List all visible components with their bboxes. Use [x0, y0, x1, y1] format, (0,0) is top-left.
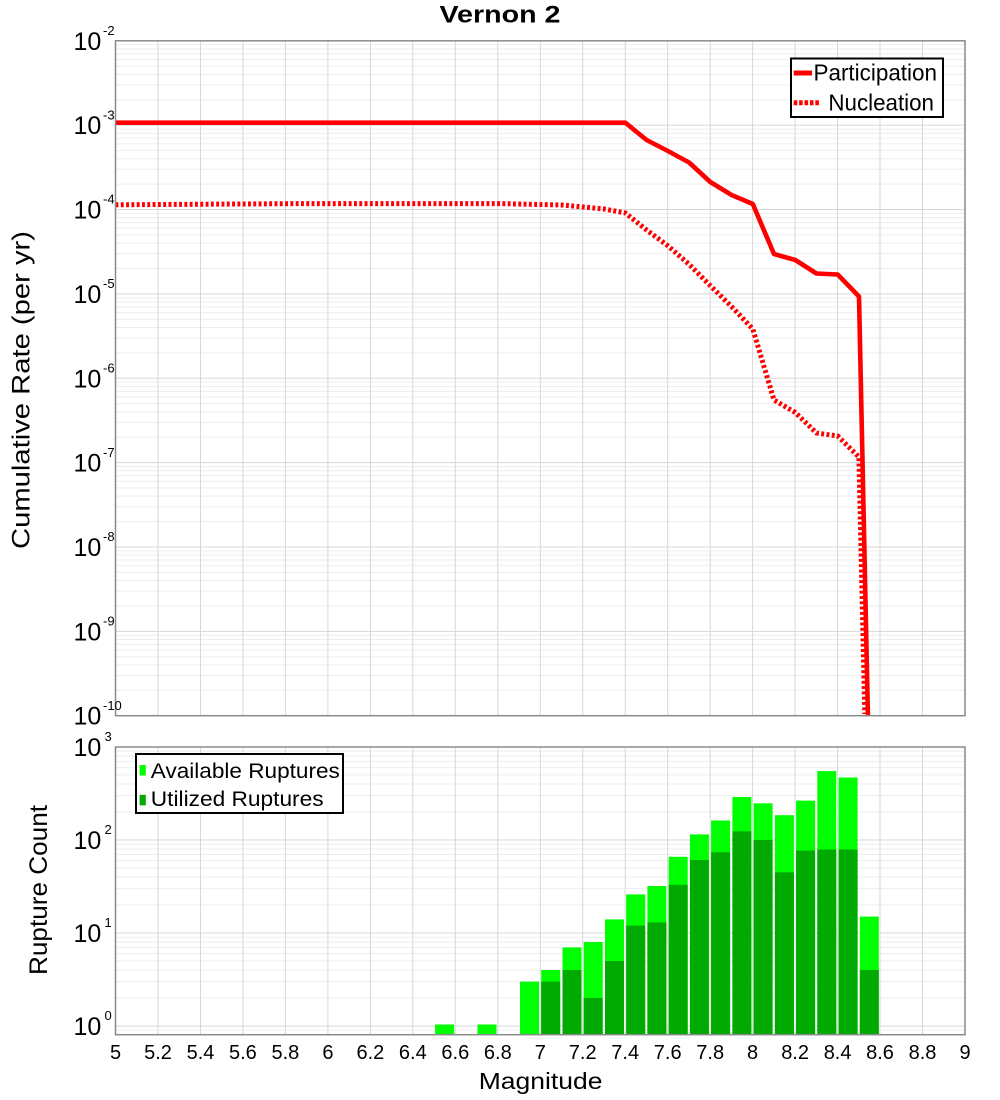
svg-text:10: 10: [74, 920, 102, 948]
svg-text:-4: -4: [103, 192, 115, 207]
svg-text:Participation: Participation: [814, 60, 938, 86]
svg-text:5.2: 5.2: [144, 1042, 172, 1064]
svg-text:6.4: 6.4: [399, 1042, 427, 1064]
svg-text:Cumulative Rate (per yr): Cumulative Rate (per yr): [8, 231, 36, 549]
svg-text:3: 3: [105, 729, 112, 744]
svg-text:-7: -7: [103, 445, 115, 460]
svg-text:Magnitude: Magnitude: [479, 1068, 603, 1094]
svg-text:10: 10: [74, 197, 102, 225]
svg-text:Nucleation: Nucleation: [828, 90, 934, 116]
svg-text:10: 10: [74, 827, 102, 855]
svg-text:8.4: 8.4: [824, 1042, 852, 1064]
svg-text:5: 5: [110, 1042, 121, 1064]
svg-text:2: 2: [105, 822, 112, 837]
svg-text:10: 10: [74, 28, 102, 56]
svg-text:10: 10: [74, 1013, 102, 1041]
svg-text:-10: -10: [103, 698, 122, 713]
svg-text:10: 10: [74, 281, 102, 309]
svg-text:-3: -3: [103, 107, 115, 122]
svg-text:Rupture Count: Rupture Count: [25, 805, 53, 975]
svg-text:7.4: 7.4: [611, 1042, 639, 1064]
svg-text:-5: -5: [103, 276, 115, 291]
svg-text:8.6: 8.6: [866, 1042, 894, 1064]
svg-text:7.2: 7.2: [569, 1042, 597, 1064]
svg-text:10: 10: [74, 450, 102, 478]
svg-text:7: 7: [535, 1042, 546, 1064]
svg-text:-2: -2: [103, 23, 115, 38]
svg-text:10: 10: [74, 618, 102, 646]
svg-text:8.2: 8.2: [781, 1042, 809, 1064]
svg-text:6.8: 6.8: [484, 1042, 512, 1064]
svg-text:8: 8: [747, 1042, 758, 1064]
svg-text:0: 0: [105, 1008, 112, 1023]
svg-text:5.6: 5.6: [229, 1042, 257, 1064]
svg-text:10: 10: [74, 112, 102, 140]
svg-text:6: 6: [322, 1042, 333, 1064]
svg-text:-9: -9: [103, 614, 115, 629]
svg-text:6.2: 6.2: [356, 1042, 384, 1064]
svg-text:Utilized Ruptures: Utilized Ruptures: [151, 787, 324, 811]
svg-text:5.4: 5.4: [187, 1042, 215, 1064]
svg-text:10: 10: [74, 703, 102, 731]
svg-text:-6: -6: [103, 361, 115, 376]
svg-text:7.8: 7.8: [696, 1042, 724, 1064]
svg-text:Vernon 2: Vernon 2: [440, 2, 561, 29]
svg-text:1: 1: [105, 915, 112, 930]
svg-text:5.8: 5.8: [271, 1042, 299, 1064]
svg-text:10: 10: [74, 365, 102, 393]
svg-text:8.8: 8.8: [909, 1042, 937, 1064]
svg-text:-8: -8: [103, 529, 115, 544]
svg-text:Available Ruptures: Available Ruptures: [151, 759, 340, 783]
svg-text:7.6: 7.6: [654, 1042, 682, 1064]
svg-text:10: 10: [74, 534, 102, 562]
svg-text:6.6: 6.6: [441, 1042, 469, 1064]
svg-text:10: 10: [74, 734, 102, 762]
svg-text:9: 9: [959, 1042, 970, 1064]
